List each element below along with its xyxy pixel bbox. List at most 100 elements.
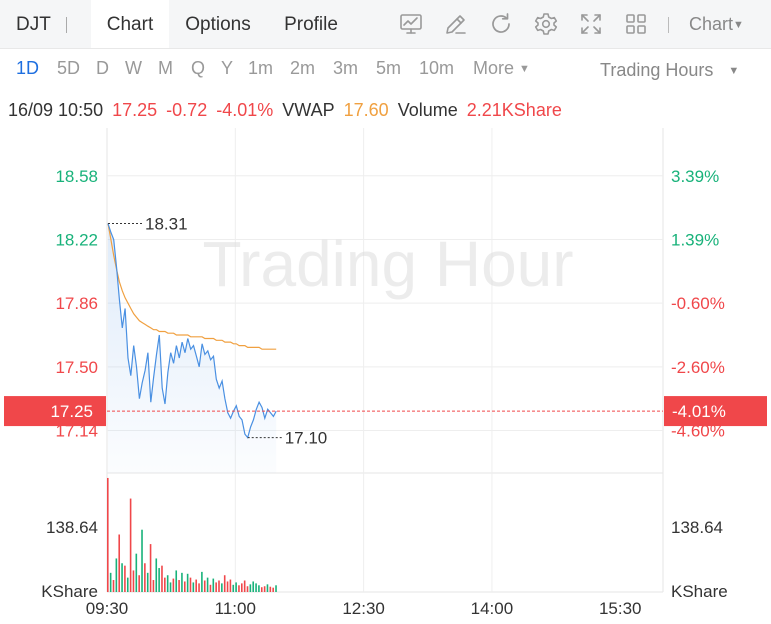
volume-bar [146,572,149,592]
volume-bar [129,498,132,592]
watermark-text: Trading Hour [202,228,573,300]
pen-icon[interactable] [443,11,469,37]
period-5d[interactable]: 5D [57,58,81,78]
volume-bar [252,581,255,592]
volume-bar [164,577,166,592]
volume-value: 2.21KShare [466,100,562,120]
volume-bar [124,565,126,592]
volume-bar [218,580,220,592]
volume-bar [172,578,175,592]
volume-bar [132,570,135,592]
volume-bar [155,558,158,592]
current-pct-tag [664,396,767,427]
trading-hours-dropdown[interactable]: Trading Hours ▼ [600,60,739,81]
volume-bar [241,583,243,592]
volume-bar [258,585,260,592]
chevron-down-icon: ▼ [733,19,744,31]
volume-bar [138,575,140,592]
volume-bar [178,580,180,592]
trading-hours-label: Trading Hours [600,60,714,80]
volume-bar [266,584,269,592]
y-axis-right-tick: -0.60% [671,294,725,313]
volume-bar [246,586,249,592]
volume-bar [238,585,240,592]
volume-bar [206,577,209,592]
volume-bar [221,583,223,592]
volume-bars [107,477,277,592]
volume-bar [226,581,229,592]
chart-menu-dropdown[interactable]: Chart▼ [689,14,744,35]
quote-info-row: 16/09 10:50 17.25 -0.72 -4.01% VWAP 17.6… [8,100,566,121]
grid-icon[interactable] [623,11,649,37]
low-price-label: 17.10 [285,429,328,448]
volume-bar [166,575,169,592]
volume-bar [203,580,206,592]
more-periods-dropdown[interactable]: More ▼ [473,58,530,79]
y-axis-right-tick: 3.39% [671,167,719,186]
y-axis-right-tick: -2.60% [671,358,725,377]
tab-profile[interactable]: Profile [284,14,338,35]
period-q[interactable]: Q [191,58,206,78]
x-axis-tick: 15:30 [599,599,642,618]
period-5m[interactable]: 5m [376,58,402,78]
chart-trend-icon[interactable] [398,11,424,37]
period-1m[interactable]: 1m [248,58,274,78]
fullscreen-icon[interactable] [578,11,604,37]
volume-bar [149,544,152,592]
period-d[interactable]: D [96,58,109,78]
volume-bar [209,584,212,592]
high-price-label: 18.31 [145,215,188,234]
period-2m[interactable]: 2m [290,58,316,78]
volume-bar [115,558,118,592]
chevron-down-icon: ▼ [519,63,530,75]
y-axis-left-tick: 17.14 [55,422,98,441]
x-axis-tick: 12:30 [342,599,385,618]
volume-bar [107,477,109,592]
volume-unit-right: KShare [671,582,728,601]
y-axis-right-tick: 1.39% [671,230,719,249]
current-price-tag-text: 17.25 [50,402,93,421]
volume-bar [201,571,203,592]
more-label: More [473,58,515,78]
period-m[interactable]: M [158,58,173,78]
period-1d[interactable]: 1D [16,58,40,78]
current-pct-tag-text: -4.01% [672,402,726,421]
tab-options[interactable]: Options [185,14,251,35]
volume-bar [121,563,123,592]
tab-chart[interactable]: Chart [91,0,169,48]
period-3m[interactable]: 3m [333,58,359,78]
gear-icon[interactable] [533,11,559,37]
intraday-chart[interactable]: Trading Hour 18.31 17.10 17.25 -4.01% 18.58… [0,128,771,624]
vwap-line [107,223,277,350]
period-y[interactable]: Y [221,58,234,78]
volume-unit-left: KShare [41,582,98,601]
x-axis-tick: 09:30 [86,599,129,618]
volume-bar [175,570,178,592]
period-bar: 1D 5D D W M Q Y 1m 2m 3m 5m 10m More ▼ T… [0,48,771,94]
quote-price: 17.25 [112,100,158,120]
volume-bar [198,583,200,592]
x-axis-tick: 11:00 [215,599,256,618]
volume-axis-left-tick: 138.64 [46,518,98,537]
volume-bar [144,563,146,592]
volume-bar [272,587,274,592]
period-w[interactable]: W [125,58,142,78]
volume-bar [263,586,266,592]
volume-bar [112,580,115,592]
volume-bar [232,584,235,592]
chart-menu-label: Chart [689,14,734,34]
volume-bar [161,565,163,592]
volume-bar [189,577,192,592]
refresh-icon[interactable] [488,11,514,37]
quote-change-pct: -4.01% [216,100,274,120]
quote-datetime: 16/09 10:50 [8,100,104,120]
volume-bar [195,579,197,592]
x-axis-tick: 14:00 [471,599,514,618]
volume-bar [183,581,186,592]
period-10m[interactable]: 10m [419,58,455,78]
volume-bar [158,568,160,592]
volume-bar [126,577,129,592]
volume-bar [141,529,143,592]
chart-marks: 18.31 17.10 17.25 -4.01% [4,215,767,448]
volume-bar [269,586,272,592]
